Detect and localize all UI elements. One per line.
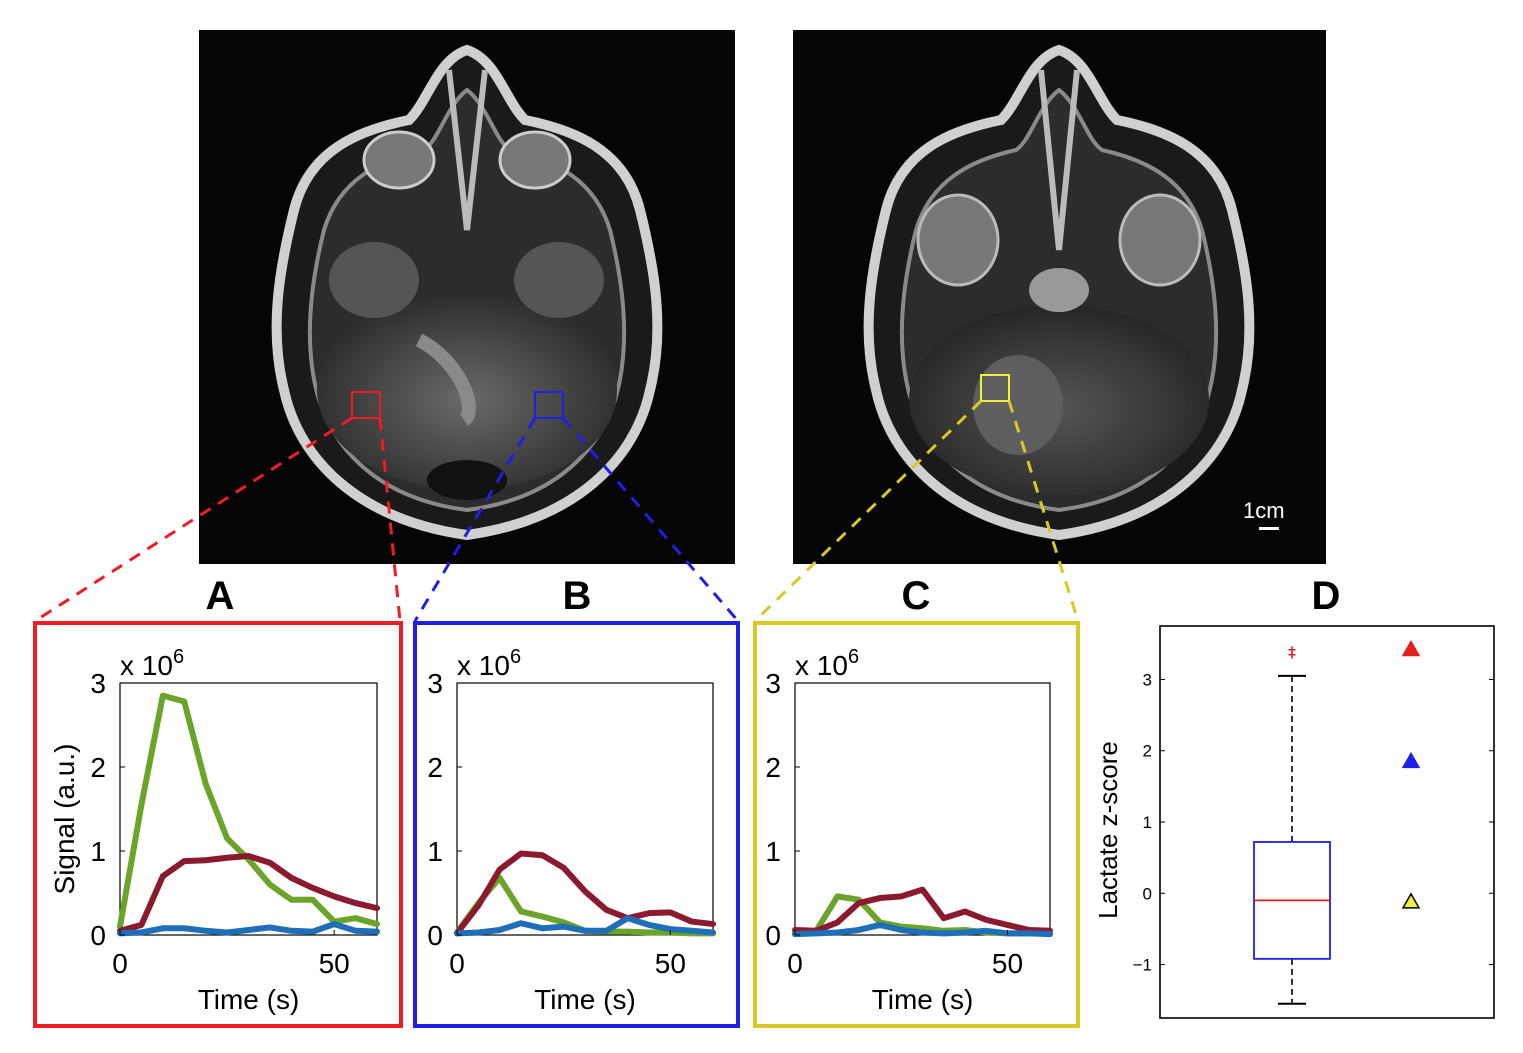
y-tick-label-d: 3 (1143, 670, 1152, 689)
panel-label-c: C (901, 574, 931, 618)
y-tick-label-c: 3 (765, 668, 781, 699)
x-tick-label-c: 0 (787, 948, 803, 979)
frame-panel-a (33, 621, 403, 1028)
x-axis-label-a: Time (s) (198, 984, 300, 1015)
x-tick-label-b: 0 (449, 948, 465, 979)
y-tick-label-b: 0 (427, 920, 443, 951)
series-lactate-c (792, 886, 1053, 934)
y-axis-label-a: Signal (a.u.) (49, 744, 80, 895)
x-axis-label-b: Time (s) (534, 984, 636, 1015)
axes-box-d (1159, 625, 1495, 1019)
y-tick-label-b: 3 (427, 668, 443, 699)
panel-label-d: D (1311, 574, 1341, 618)
y-tick-label-c: 1 (765, 836, 781, 867)
y-multiplier-a: x 106 (120, 646, 184, 681)
scale-bar (1259, 527, 1279, 530)
box-outlier: + (1288, 642, 1296, 658)
x-tick-label-c: 50 (992, 948, 1023, 979)
frame-panel-b (413, 621, 740, 1028)
y-tick-label-d: −1 (1133, 956, 1152, 975)
y-tick-label-d: 0 (1143, 884, 1152, 903)
marker-blue-roi (1401, 751, 1421, 769)
series-bicarbonate-a (117, 921, 380, 937)
y-tick-label-d: 1 (1143, 813, 1152, 832)
x-tick-label-b: 50 (655, 948, 686, 979)
y-multiplier-c: x 106 (795, 646, 859, 681)
y-tick-label-d: 2 (1143, 742, 1152, 761)
y-tick-label-c: 0 (765, 920, 781, 951)
x-tick-label-a: 50 (319, 948, 350, 979)
series-lactate-b (454, 850, 716, 937)
scale-bar-label: 1cm (1243, 498, 1285, 523)
frame-panel-c (753, 621, 1080, 1028)
axes-box-c (794, 682, 1051, 936)
panel-label-a: A (205, 574, 235, 618)
y-tick-label-a: 2 (90, 752, 106, 783)
panel-label-b: B (562, 574, 592, 618)
box-outlier: + (1288, 647, 1296, 663)
x-tick-label-a: 0 (112, 948, 128, 979)
series-bicarbonate-b (454, 915, 716, 937)
y-multiplier-b: x 106 (457, 646, 521, 681)
y-tick-label-b: 1 (427, 836, 443, 867)
x-axis-label-c: Time (s) (872, 984, 974, 1015)
marker-yellow-roi (1401, 892, 1421, 909)
y-tick-label-a: 0 (90, 920, 106, 951)
series-lactate-a (117, 853, 380, 934)
y-tick-label-c: 2 (765, 752, 781, 783)
y-axis-label-d: Lactate z-score (1093, 741, 1123, 919)
axes-box-b (456, 682, 714, 936)
y-tick-label-b: 2 (427, 752, 443, 783)
axes-box-a (119, 682, 378, 936)
y-tick-label-a: 1 (90, 836, 106, 867)
y-tick-label-a: 3 (90, 668, 106, 699)
marker-red-roi (1401, 640, 1421, 657)
